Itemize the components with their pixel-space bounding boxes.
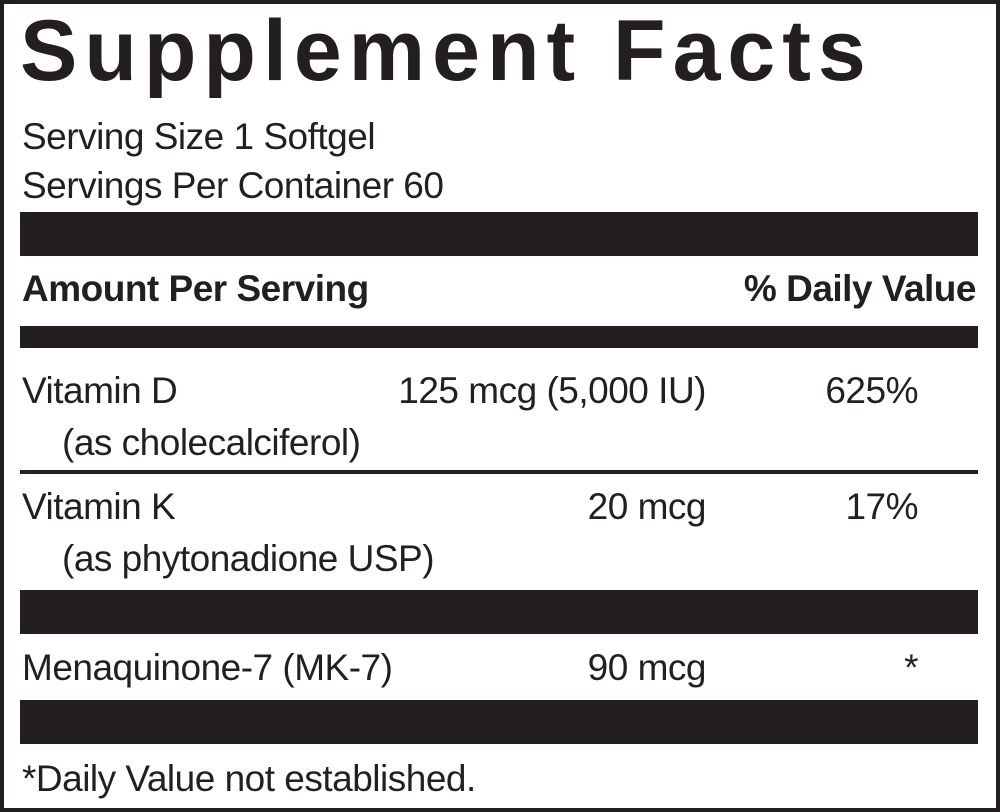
footnote: *Daily Value not established. (22, 758, 476, 799)
thick-divider-bottom (20, 700, 978, 744)
nutrient-name-vitamin-d: Vitamin D (22, 370, 178, 411)
amount-per-serving-header: Amount Per Serving (22, 268, 369, 309)
serving-size: Serving Size 1 Softgel (22, 116, 376, 157)
nutrient-name-vitamin-k: Vitamin K (22, 486, 176, 527)
nutrient-source-vitamin-d: (as cholecalciferol) (62, 422, 361, 463)
medium-divider (20, 326, 978, 348)
nutrient-amount-mk7: 90 mcg (587, 647, 707, 688)
nutrient-amount-vitamin-d: 125 mcg (5,000 IU) (398, 370, 706, 411)
nutrient-name-mk7: Menaquinone-7 (MK-7) (22, 647, 393, 688)
page-title: Supplement Facts (20, 3, 873, 99)
nutrient-dv-mk7: * (904, 647, 918, 688)
nutrient-dv-vitamin-k: 17% (845, 486, 918, 527)
thick-divider-middle (20, 590, 978, 634)
daily-value-header: % Daily Value (743, 268, 977, 309)
nutrient-amount-vitamin-k: 20 mcg (587, 486, 707, 527)
thick-divider-top (20, 212, 978, 256)
nutrient-dv-vitamin-d: 625% (825, 370, 918, 411)
row-divider (20, 470, 978, 474)
servings-per-container: Servings Per Container 60 (22, 165, 444, 206)
nutrient-source-vitamin-k: (as phytonadione USP) (62, 538, 435, 579)
